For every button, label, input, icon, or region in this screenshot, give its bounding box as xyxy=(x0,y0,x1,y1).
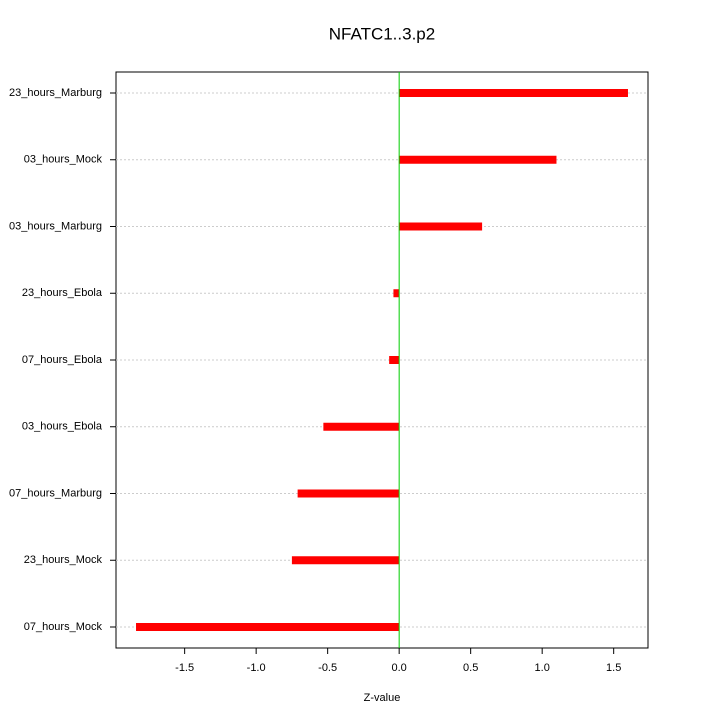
bar xyxy=(399,222,483,231)
x-axis-label: Z-value xyxy=(364,692,401,704)
x-tick-label: 0.5 xyxy=(463,662,478,674)
y-tick-label: 07_hours_Mock xyxy=(24,621,103,633)
bar xyxy=(399,155,557,164)
bar xyxy=(136,623,400,631)
y-tick-label: 23_hours_Ebola xyxy=(22,287,103,299)
x-tick-label: 1.5 xyxy=(606,662,621,674)
bar xyxy=(393,289,400,298)
x-tick-label: -1.5 xyxy=(175,662,194,674)
bar xyxy=(323,422,400,431)
y-tick-label: 07_hours_Marburg xyxy=(9,487,102,499)
chart-title: NFATC1..3.p2 xyxy=(329,24,435,43)
y-tick-label: 23_hours_Mock xyxy=(24,554,103,566)
bar xyxy=(389,356,400,364)
y-tick-label: 03_hours_Ebola xyxy=(22,421,103,433)
x-tick-label: 1.0 xyxy=(535,662,550,674)
x-tick-label: 0.0 xyxy=(392,662,407,674)
x-tick-label: -0.5 xyxy=(318,662,337,674)
bar xyxy=(291,556,400,565)
y-tick-label: 07_hours_Ebola xyxy=(22,354,103,366)
y-tick-label: 03_hours_Mock xyxy=(24,154,103,166)
bar xyxy=(297,489,400,498)
x-tick-label: -1.0 xyxy=(247,662,266,674)
bar xyxy=(399,89,628,97)
y-tick-label: 03_hours_Marburg xyxy=(9,220,102,232)
y-tick-label: 23_hours_Marburg xyxy=(9,87,102,99)
